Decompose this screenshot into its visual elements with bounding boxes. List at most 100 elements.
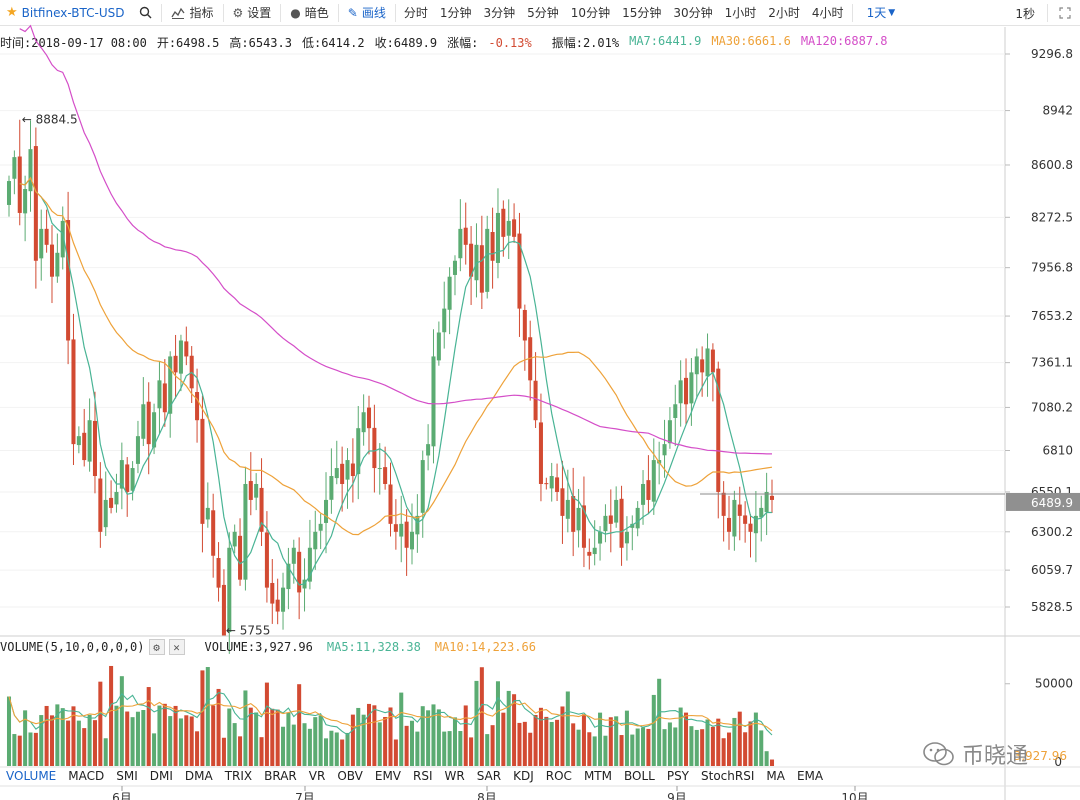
draw-line-label: 画线 xyxy=(361,6,386,20)
star-icon[interactable]: ★ xyxy=(6,5,18,20)
volume-bar xyxy=(743,732,748,766)
dark-mode-button[interactable]: ● 暗色 xyxy=(283,0,336,26)
interval-3[interactable]: 5分钟 xyxy=(527,6,559,20)
search-button[interactable] xyxy=(132,0,159,26)
volume-bar xyxy=(162,703,167,766)
indicator-tab-vr[interactable]: VR xyxy=(308,769,326,783)
candle-body xyxy=(152,412,157,448)
volume-bar xyxy=(318,715,323,766)
volume-bar xyxy=(152,733,157,766)
candle-body xyxy=(721,492,726,516)
draw-line-button[interactable]: ✎ 画线 xyxy=(341,0,393,26)
interval-9[interactable]: 4小时 xyxy=(811,6,844,20)
indicator-tab-boll[interactable]: BOLL xyxy=(623,769,655,783)
volume-bar xyxy=(313,717,318,766)
indicator-tab-stochrsi[interactable]: StochRSI xyxy=(701,769,755,783)
volume-bar xyxy=(286,712,291,766)
candle-body xyxy=(98,478,103,532)
candle-body xyxy=(195,392,200,421)
indicator-tab-psy[interactable]: PSY xyxy=(666,769,690,783)
interval-7[interactable]: 1小时 xyxy=(724,6,757,20)
interval-2[interactable]: 3分钟 xyxy=(483,6,516,20)
indicator-tab-obv[interactable]: OBV xyxy=(337,769,363,783)
indicator-tab-kdj[interactable]: KDJ xyxy=(513,769,534,783)
symbol-selector[interactable]: ★ Bitfinex-BTC-USD xyxy=(0,0,132,26)
candle-body xyxy=(415,515,420,535)
indicator-tab-emv[interactable]: EMV xyxy=(374,769,402,783)
candle-body xyxy=(587,551,592,556)
indicator-tab-roc[interactable]: ROC xyxy=(545,769,572,783)
volume-bar xyxy=(33,732,38,766)
indicator-tab-rsi[interactable]: RSI xyxy=(413,769,433,783)
volume-bar xyxy=(544,716,549,766)
volume-bar xyxy=(195,731,200,766)
info-ma7: MA7:6441.9 xyxy=(629,34,702,48)
volume-bar xyxy=(66,720,71,766)
price-tick-label: 7080.2 xyxy=(1031,400,1073,414)
indicator-tab-mtm[interactable]: MTM xyxy=(583,769,612,783)
volume-bar xyxy=(684,712,689,766)
indicator-tab-volume[interactable]: VOLUME xyxy=(6,769,57,783)
candle-body xyxy=(603,515,608,532)
volume-bar xyxy=(700,729,705,766)
indicator-tab-ema[interactable]: EMA xyxy=(796,769,824,783)
volume-bar xyxy=(275,709,280,766)
candle-body xyxy=(205,507,210,520)
interval-1[interactable]: 1分钟 xyxy=(439,6,472,20)
price-tick-label: 9296.8 xyxy=(1031,47,1073,61)
time-tick-label: 9月 xyxy=(667,791,687,800)
candle-body xyxy=(404,521,409,548)
interval-5[interactable]: 15分钟 xyxy=(622,6,662,20)
candle-body xyxy=(44,228,49,245)
candle-body xyxy=(635,507,640,529)
candle-body xyxy=(340,463,345,484)
candle-body xyxy=(716,368,721,492)
indicator-tab-sar[interactable]: SAR xyxy=(476,769,502,783)
close-icon[interactable]: ✕ xyxy=(168,639,185,655)
indicator-tab-macd[interactable]: MACD xyxy=(68,769,105,783)
interval-0[interactable]: 分时 xyxy=(403,6,428,20)
price-tick-label: 7361.1 xyxy=(1031,356,1073,370)
volume-bar xyxy=(538,707,543,766)
candle-body xyxy=(442,308,447,333)
indicator-button[interactable]: 指标 xyxy=(164,0,220,26)
fullscreen-icon[interactable] xyxy=(1050,0,1080,26)
candle-body xyxy=(710,349,715,373)
volume-current-label: 3,927.96 xyxy=(1014,749,1067,763)
interval-8[interactable]: 2小时 xyxy=(768,6,800,20)
volume-bar xyxy=(576,729,581,766)
indicator-tab-wr[interactable]: WR xyxy=(444,769,465,783)
interval-6[interactable]: 30分钟 xyxy=(673,6,713,20)
volume-bar xyxy=(82,728,87,766)
volume-bar xyxy=(98,681,103,766)
volume-bar xyxy=(259,737,264,766)
volume-bar xyxy=(264,682,269,766)
indicator-tab-brar[interactable]: BRAR xyxy=(264,769,297,783)
volume-ma5: MA5:11,328.38 xyxy=(326,640,421,654)
indicator-tab-dma[interactable]: DMA xyxy=(184,769,213,783)
volume-bar xyxy=(49,715,55,766)
right-interval-label: 1秒 xyxy=(1015,6,1035,21)
indicator-tab-smi[interactable]: SMI xyxy=(116,769,138,783)
candle-body xyxy=(211,510,216,556)
candle-body xyxy=(764,491,769,513)
info-low: 低:6414.2 xyxy=(301,36,365,50)
volume-bar xyxy=(173,705,178,766)
volume-bar xyxy=(549,721,554,766)
interval-4[interactable]: 10分钟 xyxy=(570,6,611,20)
indicator-tab-dmi[interactable]: DMI xyxy=(149,769,173,783)
volume-value: VOLUME:3,927.96 xyxy=(204,640,313,654)
right-interval[interactable]: 1秒 xyxy=(1005,0,1045,26)
indicator-tab-trix[interactable]: TRIX xyxy=(224,769,253,783)
candle-body xyxy=(485,228,490,292)
settings-button[interactable]: ⚙ 设置 xyxy=(226,0,279,26)
indicator-tab-ma[interactable]: MA xyxy=(766,769,785,783)
selected-interval[interactable]: 1天 ▼ xyxy=(855,0,908,26)
volume-bar xyxy=(646,728,651,766)
volume-bar xyxy=(726,732,732,766)
info-time: 时间:2018-09-17 08:00 xyxy=(0,36,147,50)
volume-bar xyxy=(281,726,286,766)
gear-icon[interactable]: ⚙ xyxy=(148,639,165,655)
volume-bar xyxy=(555,719,560,766)
